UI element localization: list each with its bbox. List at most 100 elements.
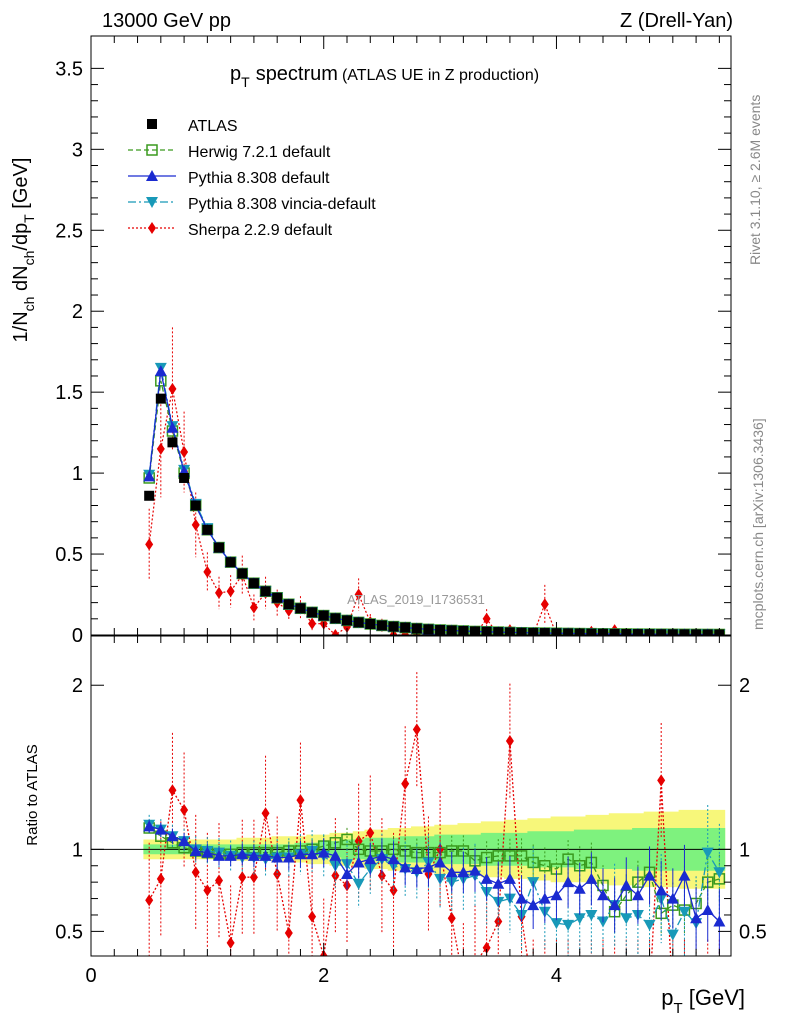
x-tick-label: 0 [85,965,96,987]
ratio-point-sherpa [459,975,467,987]
legend-marker-pythia [146,170,158,181]
ratio-point-sherpa [296,794,305,807]
ratio-y-tick-label-right: 1 [739,839,750,861]
ratio-point-pythia [364,853,377,865]
ratio-point-pythia [585,872,598,884]
ratio-point-pythia [573,882,586,894]
ratio-point-vincia [620,913,633,925]
ratio-point-pythia [480,872,493,884]
y-tick-label: 2.5 [55,220,83,242]
ratio-point-pythia [189,844,202,856]
ratio-point-pythia [294,848,307,860]
top-plot-frame [90,35,732,636]
ratio-point-pythia [329,849,342,861]
y-tick-label: 0.5 [55,544,83,566]
data-point-sherpa [180,446,189,459]
legend-label-vincia: Pythia 8.308 vincia-default [188,196,376,213]
data-point-atlas [586,628,597,635]
y-tick-label: 0 [72,625,83,647]
data-point-sherpa [226,585,235,598]
ratio-point-sherpa [564,991,572,1003]
ratio-point-herwig [539,859,551,872]
ratio-point-herwig [492,850,505,862]
ratio-point-pythia [259,849,272,861]
ratio-point-pythia [224,849,237,861]
rivet-label: Rivet 3.1.10, ≥ 2.6M events [747,95,763,265]
ratio-point-vincia [585,909,598,921]
ratio-point-pythia [434,856,447,868]
ratio-point-sherpa [552,991,560,1003]
ratio-point-pythia [690,912,703,924]
ratio-point-sherpa [611,991,619,1003]
data-point-atlas [202,524,213,535]
data-point-atlas [295,603,306,614]
data-point-pythia [154,365,167,377]
ratio-point-sherpa [226,936,235,949]
ratio-point-sherpa [308,910,317,923]
data-point-atlas [365,618,376,629]
ratio-point-sherpa [412,723,421,736]
data-point-sherpa [308,617,317,630]
data-point-atlas [609,628,620,635]
data-point-atlas [632,629,643,635]
x-tick-label: 2 [318,965,329,987]
ratio-point-sherpa [657,774,666,787]
ratio-point-sherpa [505,735,514,748]
ratio-point-pythia [282,851,295,863]
data-point-sherpa [203,565,212,578]
data-point-atlas [167,437,178,448]
ratio-point-vincia [562,919,575,931]
ratio-y-tick-label: 0.5 [55,921,83,943]
mcplots-label: mcplots.cern.ch [arXiv:1306.3436] [750,418,766,630]
legend-label-atlas: ATLAS [188,118,238,135]
ratio-point-sherpa [599,991,607,1003]
ratio-point-sherpa [529,991,537,1003]
ratio-y-tick-label: 2 [72,675,83,697]
ratio-point-pythia [538,892,551,904]
ratio-point-pythia [666,892,679,904]
ratio-point-pythia [643,869,656,881]
data-point-atlas [516,627,527,635]
header-right: Z (Drell-Yan) [620,10,733,32]
y-tick-label: 2 [72,301,83,323]
data-point-atlas [237,568,248,579]
ratio-point-pythia [678,869,691,881]
data-point-atlas [679,629,690,635]
ratio-point-pythia [271,851,284,863]
ratio-point-pythia [550,889,563,901]
ratio-point-pythia [236,848,249,860]
ratio-point-sherpa [541,991,549,1003]
ratio-point-sherpa [471,957,479,969]
ratio-point-pythia [620,879,633,891]
ratio-point-sherpa [389,884,398,897]
ratio-point-vincia [352,878,365,890]
ratio-point-sherpa [203,884,212,897]
ratio-point-pythia [143,820,156,832]
ratio-point-pythia [469,864,481,876]
data-point-sherpa [540,598,549,611]
data-point-sherpa [191,518,200,531]
ratio-point-pythia [375,849,388,861]
y-tick-label: 1.5 [55,382,83,404]
legend: ATLAS Herwig 7.2.1 default Pythia 8.308 … [128,118,376,239]
ratio-point-sherpa [401,777,410,790]
ratio-y-tick-label-right: 0.5 [739,921,767,943]
ratio-point-sherpa [156,872,165,885]
ratio-point-pythia [492,877,505,889]
data-point-atlas [318,610,329,621]
data-point-atlas [330,613,341,624]
data-point-sherpa [249,601,258,614]
data-point-atlas [190,500,201,511]
ratio-point-pythia [503,872,516,884]
ratio-point-sherpa [366,826,375,839]
ratio-point-sherpa [145,894,154,907]
legend-marker-atlas [147,119,157,129]
ratio-point-pythia [655,884,668,896]
legend-marker-sherpa [148,222,156,234]
ratio-point-sherpa [447,912,456,925]
data-point-atlas [702,629,713,635]
ratio-plot-frame [90,635,732,957]
ratio-point-pythia [457,866,470,878]
ratio-point-pythia [399,861,412,873]
